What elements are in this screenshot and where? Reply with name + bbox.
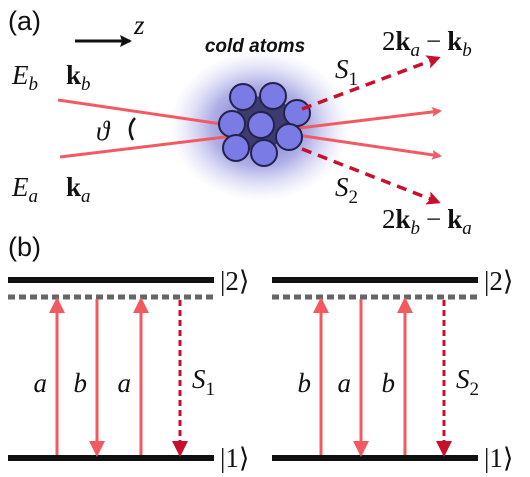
signal-2-arrow [301,147,441,205]
signal-name: S [192,364,206,394]
angle-arc [128,117,136,141]
signal-2-wavevector: 2kb − ka [382,204,472,239]
lower-level-label: |1⟩ [484,443,513,473]
signal-name: S [456,364,470,394]
transition-label: a [338,368,352,398]
transition-label: b [74,368,88,398]
transition-label: a [34,368,48,398]
angle-label: ϑ [96,116,111,146]
atoms [218,82,311,167]
upper-level-label: |2⟩ [220,266,249,296]
signal-sub: 1 [349,69,359,90]
field-sub: b [29,74,39,95]
wavevector-sub: a [81,186,91,207]
signal-name: S [335,54,349,84]
wavevector: k [66,172,81,202]
field-sub: a [29,186,39,207]
level-schemes: |2⟩|1⟩a b a S1|2⟩|1⟩b a b S2 [8,266,513,473]
k: k [396,204,411,234]
signal-1-label: S1 [335,54,358,90]
transition-label: b [298,368,312,398]
panel-label: (b) [8,232,41,262]
k: k [396,26,411,56]
coef: 2 [382,26,396,56]
beam-b-label: Eb kb [11,60,91,96]
minus: − [426,26,441,56]
transition-label: b [382,368,396,398]
coef: 2 [382,204,396,234]
panel-label: (a) [8,6,41,36]
wavevector-sub: b [81,74,91,95]
signal-1-wavevector: 2ka − kb [382,26,472,61]
axis-label: z [133,10,145,40]
lower-level-label: |1⟩ [220,443,249,473]
level-scheme: |2⟩ |1⟩ a b a S1 [8,266,249,473]
wavevector: k [66,60,81,90]
k-sub: a [411,40,421,61]
signal-label: S2 [456,364,479,400]
signal-name: S [335,172,349,202]
field: E [11,172,29,202]
k-sub: b [462,40,472,61]
signal-label: S1 [192,364,215,400]
k-sub: b [411,218,421,239]
beam-a-label: Ea ka [11,172,91,208]
signal-2-label: S2 [335,172,358,208]
signal-sub: 2 [349,187,359,208]
level-scheme: |2⟩ |1⟩ b a b S2 [272,266,513,473]
minus: − [426,204,441,234]
sample-label: cold atoms [205,36,305,57]
k-sub: a [462,218,472,239]
upper-level-label: |2⟩ [484,266,513,296]
signal-sub: 2 [470,379,480,400]
transition-label: a [118,368,132,398]
k: k [447,204,462,234]
signal-1-arrow [301,55,441,111]
signal-sub: 1 [206,379,216,400]
k: k [447,26,462,56]
field: E [11,60,29,90]
